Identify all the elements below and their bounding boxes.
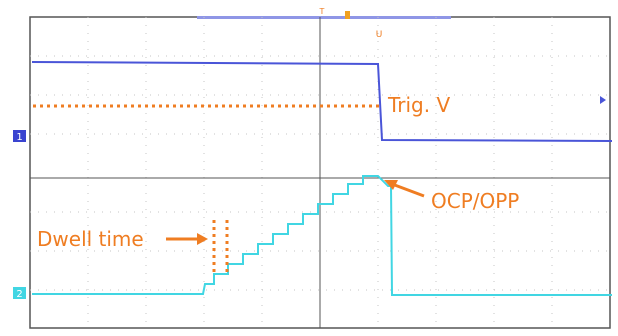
ocp-opp-label: OCP/OPP [431,189,519,213]
grid-minor [30,17,610,328]
channel1-trace [31,61,613,142]
ch2-marker [13,287,26,299]
trigger-u-marker: U [376,30,383,40]
ocp-arrow-head [384,180,398,190]
dwell-arrow-head [197,233,208,245]
trig-v-label: Trig. V [387,93,450,117]
dwell-time-label: Dwell time [37,227,144,251]
trigger-level-arrow [600,96,606,104]
ch2-marker-label: 2 [16,289,22,300]
channel2-trace [32,175,612,296]
ch1-marker [13,130,26,142]
ch1-marker-label: 1 [16,132,22,143]
trigger-u-marker-top [345,11,350,19]
ocp-arrow-line [391,182,425,198]
trigger-position-marker: T [319,7,325,16]
record-length-bar [197,16,451,19]
